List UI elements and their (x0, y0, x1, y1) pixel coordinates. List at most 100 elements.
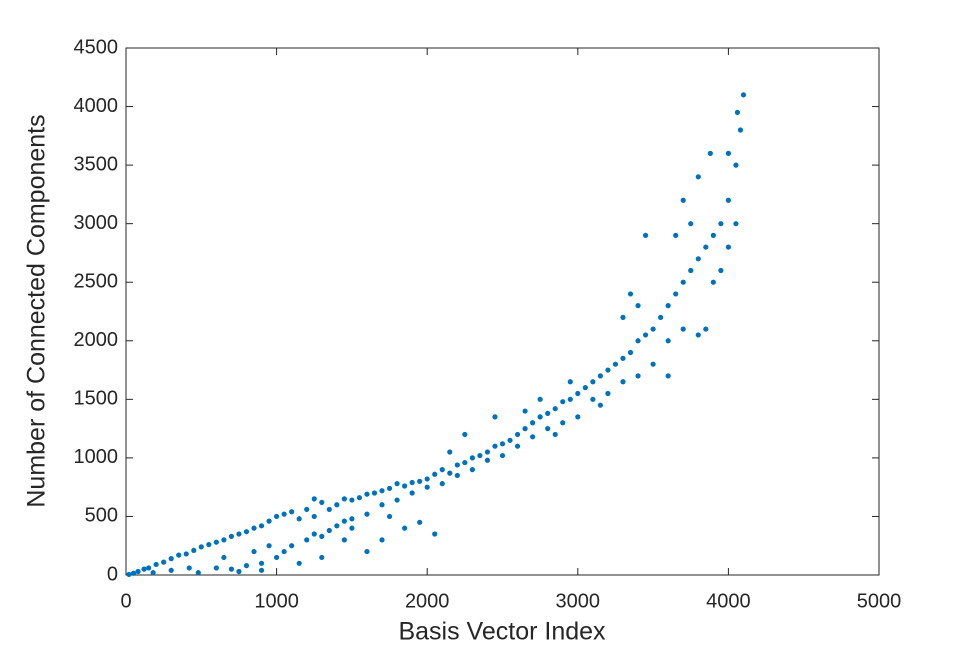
x-tick-label: 5000 (857, 590, 902, 612)
point (243, 529, 250, 535)
point (484, 449, 491, 455)
point (364, 548, 370, 555)
x-tick-label: 1000 (254, 590, 299, 612)
point (560, 399, 566, 405)
point (650, 326, 656, 332)
y-tick-label: 3000 (74, 212, 119, 234)
point (740, 92, 747, 98)
point (409, 479, 415, 486)
point (371, 490, 378, 496)
point (150, 570, 156, 576)
point (703, 244, 709, 250)
point (341, 518, 347, 524)
point (206, 541, 212, 548)
point (195, 570, 201, 576)
y-tick-label: 1500 (74, 388, 119, 410)
point (402, 483, 408, 489)
point (530, 434, 536, 440)
point (537, 414, 543, 420)
point (130, 570, 137, 576)
point (176, 552, 182, 558)
point (153, 561, 159, 568)
point (718, 267, 724, 274)
point (733, 162, 739, 168)
point (492, 443, 498, 449)
point (281, 548, 287, 555)
point (734, 109, 741, 116)
point (394, 481, 400, 487)
point (221, 537, 227, 543)
point (575, 390, 581, 397)
point (673, 232, 679, 238)
point (590, 379, 596, 385)
point (635, 373, 641, 379)
point (695, 332, 701, 338)
point (597, 373, 603, 379)
point (311, 531, 317, 537)
point (356, 495, 363, 501)
point (198, 544, 204, 550)
point (688, 267, 694, 274)
point (605, 367, 611, 373)
point (236, 568, 242, 575)
point (710, 279, 716, 285)
point (680, 197, 686, 203)
point (627, 349, 634, 356)
point (258, 567, 265, 573)
point (454, 472, 460, 479)
point (221, 554, 227, 561)
point (620, 314, 626, 320)
point (733, 221, 739, 227)
point (537, 396, 543, 402)
point (477, 452, 483, 459)
point (334, 523, 340, 529)
point (304, 506, 310, 513)
point (469, 467, 475, 473)
point (243, 563, 250, 569)
point (627, 291, 634, 297)
point (620, 379, 626, 385)
y-tick-label: 2000 (74, 329, 119, 351)
point (737, 127, 744, 133)
point (326, 506, 332, 513)
point (432, 531, 438, 537)
point (507, 437, 513, 443)
point (326, 527, 332, 534)
point (492, 414, 498, 420)
point (289, 509, 295, 515)
point (386, 485, 393, 491)
point (688, 221, 694, 227)
point (469, 455, 475, 461)
point (725, 150, 732, 156)
y-axis-label: Number of Connected Components (23, 114, 51, 507)
point (266, 543, 272, 549)
point (597, 402, 603, 408)
point (484, 457, 491, 463)
point (364, 491, 370, 497)
point (545, 426, 551, 432)
point (304, 537, 310, 543)
point (319, 554, 325, 561)
point (236, 531, 242, 537)
x-tick-label: 4000 (706, 590, 751, 612)
point (251, 525, 257, 531)
point (514, 443, 521, 449)
point (560, 420, 566, 426)
point (499, 441, 506, 447)
point (379, 537, 385, 543)
point (258, 523, 265, 529)
point (228, 533, 235, 539)
point (454, 462, 460, 468)
point (186, 565, 192, 571)
point (710, 232, 716, 238)
point (424, 476, 430, 482)
point (567, 396, 573, 402)
point (514, 431, 521, 438)
point (462, 431, 468, 438)
point (386, 513, 393, 520)
point (424, 484, 430, 490)
point (650, 361, 656, 367)
point (251, 548, 257, 555)
